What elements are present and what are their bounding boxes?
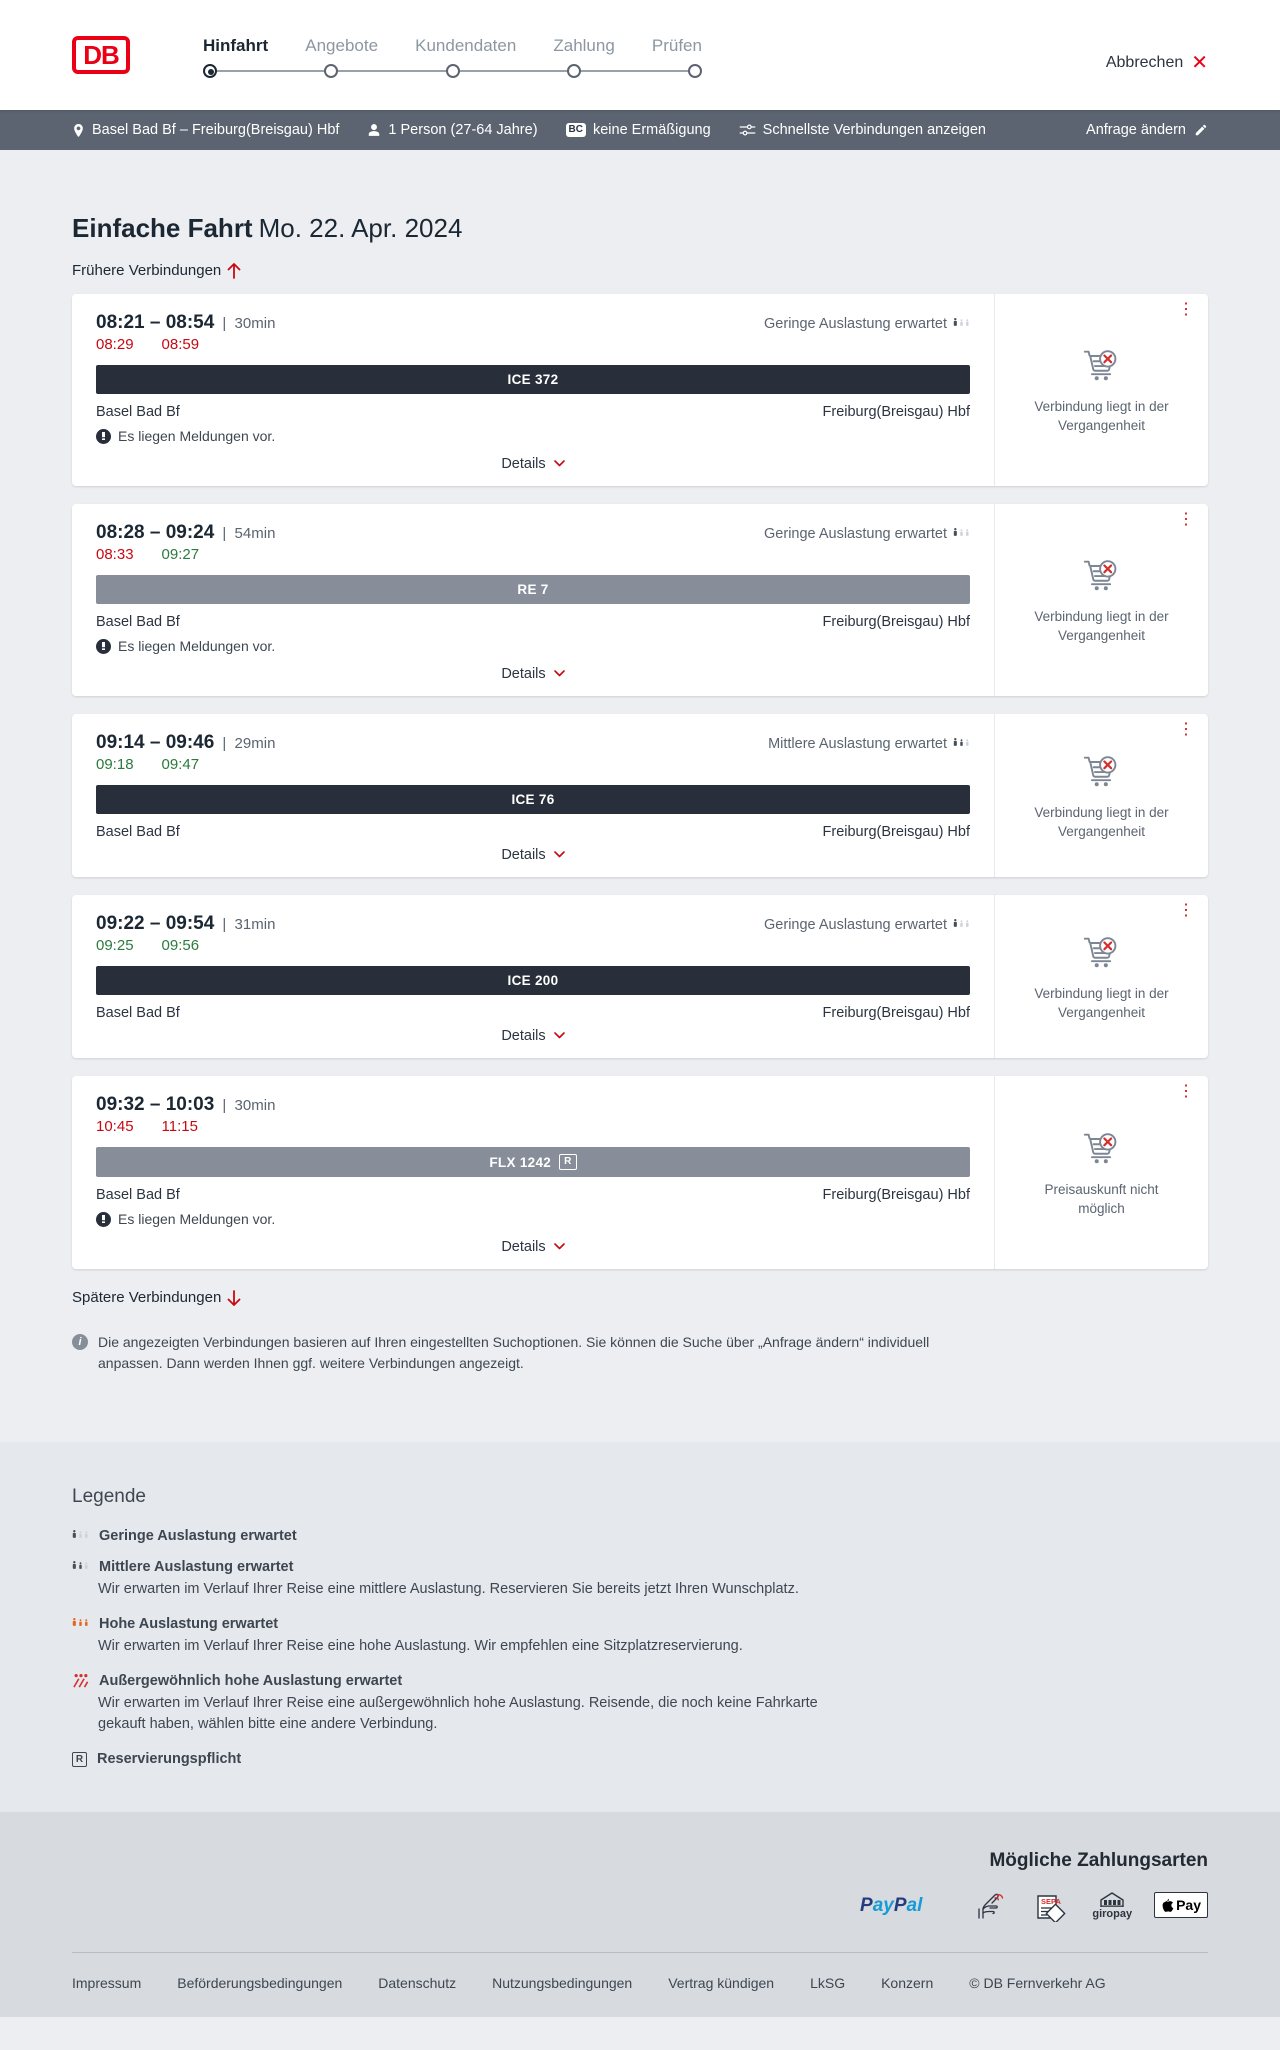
svg-text:PayPal: PayPal [860,1895,923,1916]
svg-text:SEPA: SEPA [1041,1897,1061,1906]
